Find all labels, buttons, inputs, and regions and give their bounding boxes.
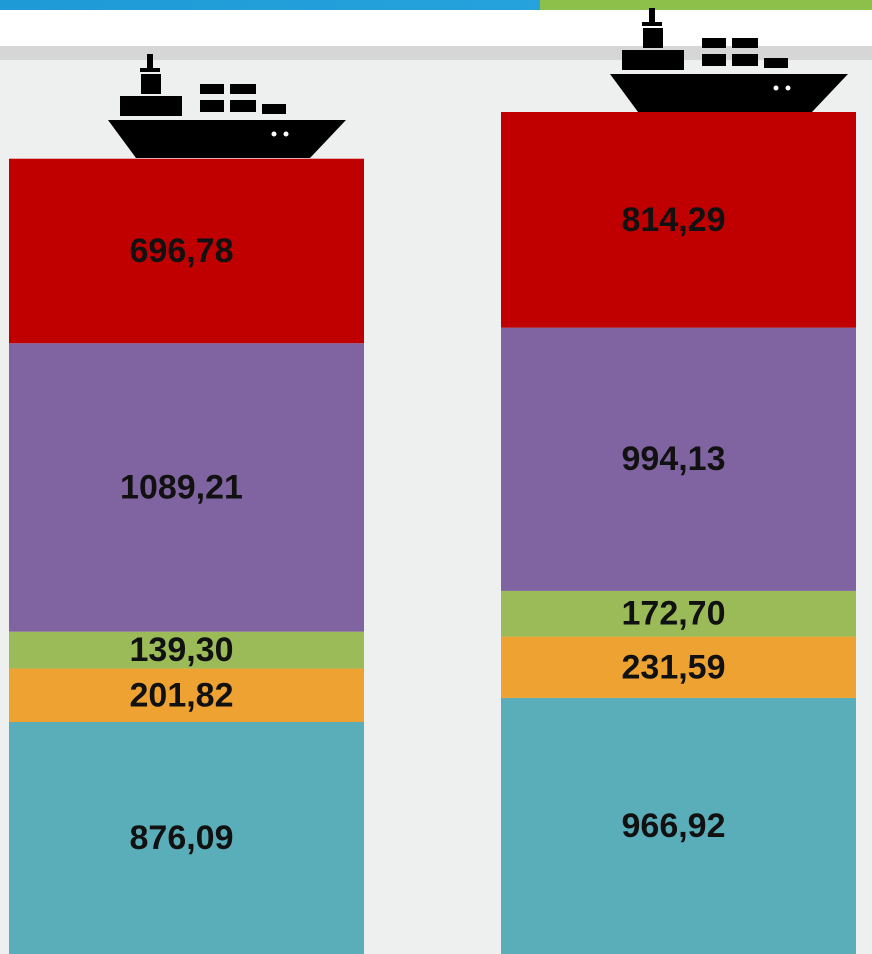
bar-segment: [9, 722, 364, 954]
value-label: 966,92: [622, 807, 726, 845]
bar-segment: [501, 697, 856, 954]
bar-segment: [9, 158, 364, 344]
value-label: 139,30: [130, 631, 234, 669]
bar-segment: [501, 590, 856, 637]
value-label: 876,09: [130, 819, 234, 857]
bar-segment: [501, 636, 856, 698]
bar-segment: [9, 343, 364, 632]
bar-segment: [501, 112, 856, 328]
value-label: 814,29: [622, 201, 726, 239]
top-band-accent: [540, 0, 872, 10]
bar-segment: [9, 668, 364, 723]
header-strip: [0, 10, 872, 46]
value-label: 231,59: [622, 648, 726, 686]
bar-segment: [9, 631, 364, 669]
bars: 876,09 201,82 139,30 1089,21 696,78 966,92 231…: [9, 112, 856, 954]
value-label: 172,70: [622, 595, 726, 633]
top-band: [0, 0, 872, 10]
value-label: 696,78: [130, 232, 234, 270]
value-label: 994,13: [622, 440, 726, 478]
value-label: 1089,21: [120, 468, 243, 506]
value-label: 201,82: [130, 676, 234, 714]
ship-icon: [108, 54, 346, 158]
bar-segment: [501, 327, 856, 591]
